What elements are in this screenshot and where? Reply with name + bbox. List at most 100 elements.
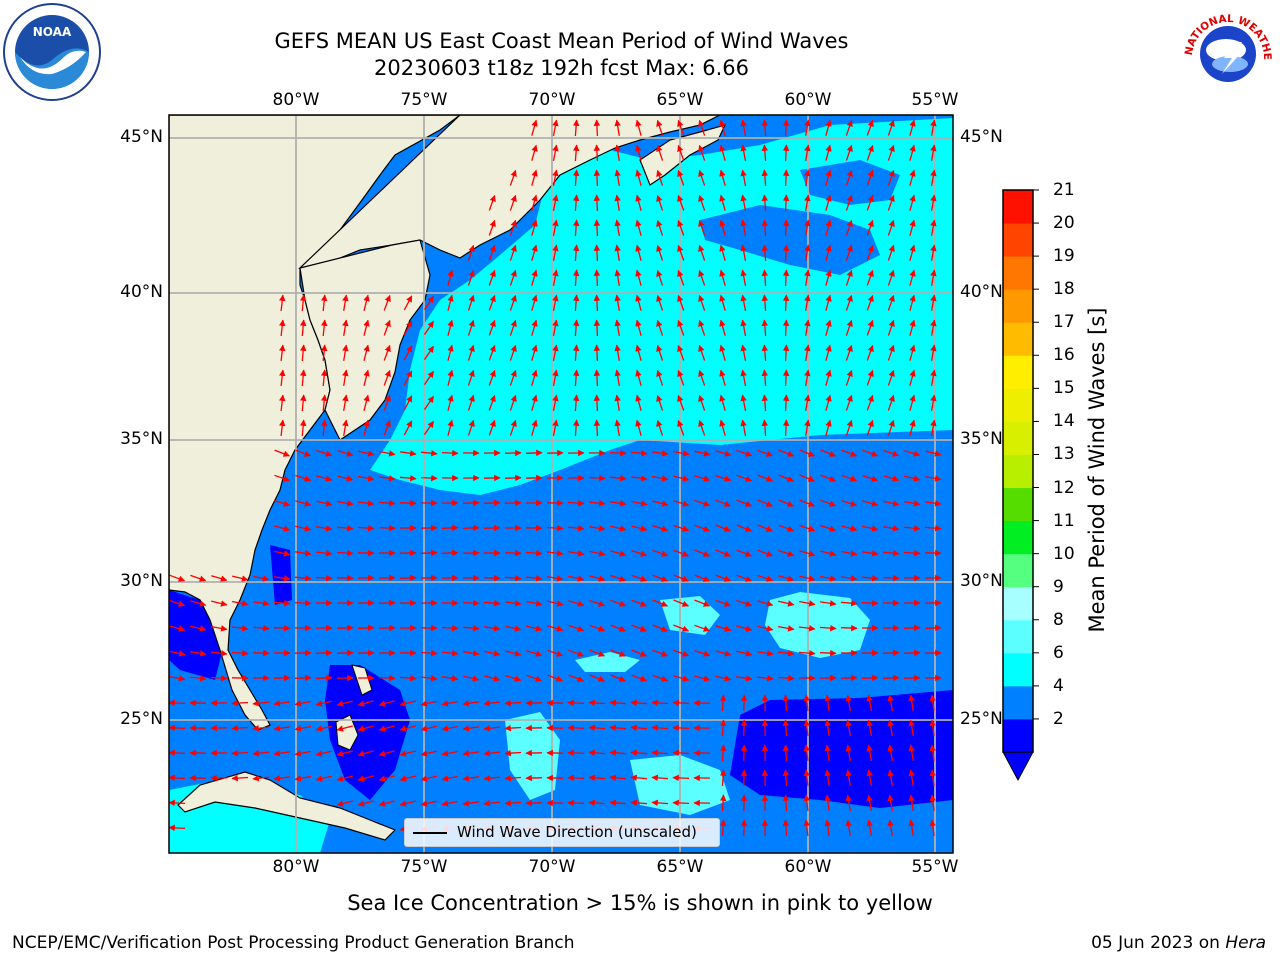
wave-direction-arrow <box>614 294 621 312</box>
wave-direction-arrow <box>719 194 726 211</box>
wave-direction-arrow <box>887 369 895 386</box>
field-cyan-patch-3 <box>575 652 640 672</box>
wave-direction-arrow <box>315 649 333 657</box>
wave-direction-arrow <box>420 800 437 807</box>
wave-direction-arrow <box>756 675 774 682</box>
wave-direction-arrow <box>845 769 852 787</box>
wave-direction-arrow <box>804 394 811 412</box>
wave-direction-arrow <box>777 625 795 632</box>
wave-direction-arrow <box>614 144 621 162</box>
wave-direction-arrow <box>610 574 627 582</box>
wave-direction-arrow <box>588 525 606 532</box>
wave-direction-arrow <box>399 499 417 507</box>
wave-direction-arrow <box>887 694 894 712</box>
wave-direction-arrow <box>483 750 501 757</box>
wave-direction-arrow <box>677 344 685 361</box>
wave-direction-arrow <box>336 700 353 707</box>
wave-direction-arrow <box>190 574 207 582</box>
wave-direction-arrow <box>505 674 522 682</box>
wave-direction-arrow <box>825 369 832 386</box>
wave-direction-arrow <box>320 344 328 362</box>
wave-direction-arrow <box>552 394 559 412</box>
wave-direction-arrow <box>315 674 333 682</box>
wave-direction-arrow <box>169 799 186 807</box>
wave-direction-arrow <box>736 625 753 632</box>
wave-direction-arrow <box>698 394 706 411</box>
wave-direction-arrow <box>316 500 333 507</box>
wave-direction-arrow <box>383 319 391 336</box>
wave-direction-arrow <box>698 294 706 311</box>
wave-direction-arrow <box>782 419 790 437</box>
colorbar-label: 15 <box>1053 378 1075 399</box>
wave-direction-arrow <box>929 769 936 786</box>
wave-direction-arrow <box>169 774 186 782</box>
wave-direction-arrow <box>568 575 585 582</box>
wave-direction-arrow <box>820 499 837 507</box>
wave-direction-arrow <box>757 600 774 607</box>
wave-direction-arrow <box>531 194 538 211</box>
wave-direction-arrow <box>799 474 816 482</box>
wave-direction-arrow <box>567 724 585 732</box>
wave-direction-arrow <box>740 169 747 187</box>
wave-direction-arrow <box>824 694 831 711</box>
wave-direction-arrow <box>336 750 353 757</box>
wave-direction-arrow <box>294 574 312 582</box>
wave-direction-arrow <box>441 449 459 457</box>
wave-direction-arrow <box>798 600 816 607</box>
wave-direction-arrow <box>909 344 916 361</box>
wave-direction-arrow <box>320 419 328 437</box>
lon-label-bottom-75w: 75°W <box>400 857 448 877</box>
wave-direction-arrow <box>589 674 606 682</box>
wave-direction-arrow <box>804 419 811 437</box>
wave-direction-arrow <box>189 650 207 657</box>
legend-line-swatch <box>413 832 447 834</box>
colorbar-label: 9 <box>1053 576 1064 597</box>
wave-direction-arrow <box>462 700 479 707</box>
wave-direction-arrow <box>231 649 249 657</box>
land-cuba <box>177 771 397 841</box>
wave-direction-arrow <box>845 244 853 261</box>
wave-direction-arrow <box>698 344 706 361</box>
wave-direction-arrow <box>887 744 894 762</box>
wave-direction-arrow <box>715 675 732 682</box>
wave-direction-arrow <box>887 169 895 186</box>
wave-direction-arrow <box>552 219 559 237</box>
wave-direction-arrow <box>825 244 832 261</box>
wave-direction-arrow <box>820 550 837 557</box>
wave-direction-arrow <box>252 700 270 707</box>
wave-direction-arrow <box>631 475 648 482</box>
wave-direction-arrow <box>357 800 374 807</box>
wave-direction-arrow <box>294 775 312 782</box>
wave-direction-arrow <box>819 575 837 582</box>
wave-direction-arrow <box>740 119 747 137</box>
wave-direction-arrow <box>736 599 753 607</box>
wave-direction-arrow <box>378 450 396 457</box>
wave-direction-arrow <box>274 449 291 457</box>
wave-direction-arrow <box>531 344 538 361</box>
wave-direction-arrow <box>568 649 585 657</box>
wave-direction-arrow <box>588 699 606 707</box>
wave-direction-arrow <box>488 244 496 261</box>
wave-direction-arrow <box>804 169 811 187</box>
wave-direction-arrow <box>861 574 879 582</box>
wave-direction-arrow <box>715 499 732 507</box>
lon-label-top-80w: 80°W <box>272 90 320 110</box>
wave-direction-arrow <box>483 499 501 507</box>
wave-direction-arrow <box>903 500 921 507</box>
wave-direction-arrow <box>866 744 873 762</box>
wave-direction-arrow <box>719 144 726 161</box>
wave-direction-arrow <box>866 769 873 787</box>
wave-direction-arrow <box>778 449 795 457</box>
wave-direction-arrow <box>593 144 601 162</box>
wave-direction-arrow <box>274 474 291 482</box>
wave-direction-arrow <box>736 474 753 482</box>
wave-direction-arrow <box>656 369 664 386</box>
colorbar-bin <box>1003 454 1033 489</box>
wave-direction-arrow <box>509 344 517 361</box>
wave-direction-arrow <box>357 524 375 532</box>
wave-direction-arrow <box>572 219 580 237</box>
chart-subtitle: 20230603 t18z 192h fcst Max: 6.66 <box>374 56 749 80</box>
wave-direction-arrow <box>804 194 811 212</box>
wave-direction-arrow <box>169 699 186 707</box>
wave-direction-arrow <box>295 474 312 482</box>
